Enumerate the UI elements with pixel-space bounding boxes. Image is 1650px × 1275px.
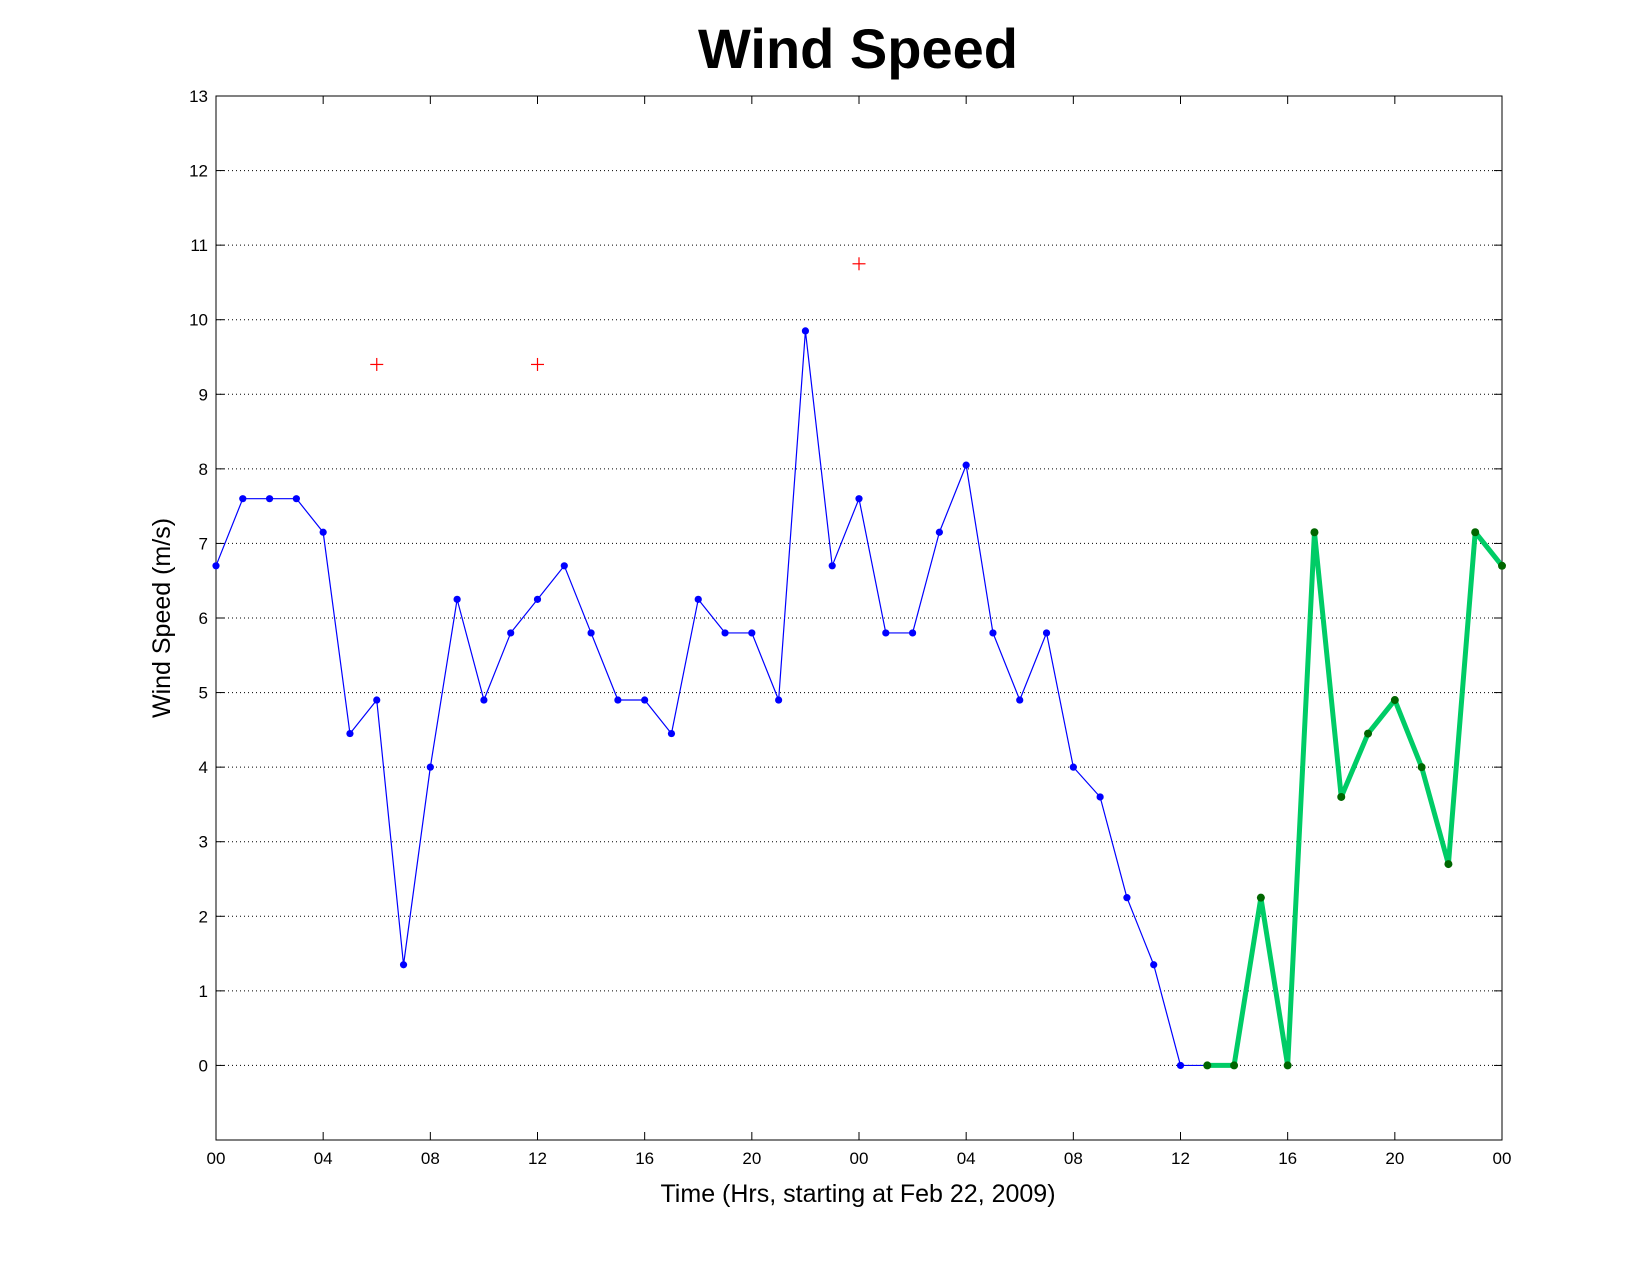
data-point xyxy=(560,562,568,570)
data-point xyxy=(507,629,515,637)
data-point xyxy=(1498,561,1506,570)
data-point xyxy=(694,595,702,603)
x-tick-label: 12 xyxy=(1171,1149,1190,1168)
chart-title: Wind Speed xyxy=(698,17,1018,80)
data-point xyxy=(775,696,783,704)
data-point xyxy=(828,562,836,570)
y-tick-label: 6 xyxy=(199,609,208,628)
data-point xyxy=(908,629,917,637)
y-tick-label: 13 xyxy=(189,87,208,106)
y-tick-label: 5 xyxy=(199,684,208,703)
series-layer xyxy=(212,327,1506,1070)
data-point xyxy=(962,461,970,469)
y-tick-label: 4 xyxy=(199,758,208,777)
x-tick-label: 04 xyxy=(314,1149,333,1168)
data-point xyxy=(989,629,997,637)
y-tick-label: 9 xyxy=(199,385,208,404)
series-observed xyxy=(212,327,1211,1070)
data-point xyxy=(1390,696,1399,705)
data-point xyxy=(1069,763,1077,771)
x-tick-label: 20 xyxy=(1385,1149,1404,1168)
y-tick-label: 10 xyxy=(189,311,208,330)
x-tick-label: 12 xyxy=(528,1149,547,1168)
data-point xyxy=(667,729,676,738)
data-point xyxy=(855,495,863,503)
data-point xyxy=(882,629,890,637)
data-point xyxy=(373,696,381,704)
series-forecast xyxy=(1203,528,1506,1070)
data-point xyxy=(399,961,408,969)
data-point xyxy=(265,495,274,503)
y-tick-label: 3 xyxy=(199,833,208,852)
data-point xyxy=(721,629,729,637)
x-axis: 00 04 08 12 16 20 00 04 08 12 16 20 00 xyxy=(207,96,1512,1168)
series-line xyxy=(1207,529,1504,1068)
data-point xyxy=(1016,696,1024,704)
x-tick-label: 16 xyxy=(1278,1149,1297,1168)
x-tick-label: 04 xyxy=(957,1149,976,1168)
y-axis-label: Wind Speed (m/s) xyxy=(148,518,176,718)
data-point xyxy=(935,528,943,536)
data-point xyxy=(1256,893,1265,902)
data-point xyxy=(292,495,300,503)
plus-marker xyxy=(531,357,544,371)
data-point xyxy=(1203,1061,1212,1070)
x-tick-label: 08 xyxy=(1064,1149,1083,1168)
data-point xyxy=(801,327,810,335)
x-tick-label: 00 xyxy=(1493,1149,1512,1168)
series-line xyxy=(215,330,1208,1067)
x-tick-label: 00 xyxy=(207,1149,226,1168)
data-point xyxy=(1123,894,1131,902)
x-tick-label: 00 xyxy=(850,1149,869,1168)
data-point xyxy=(1230,1061,1239,1070)
data-point xyxy=(614,696,622,704)
data-point xyxy=(1096,793,1104,801)
data-point xyxy=(453,595,461,603)
data-point xyxy=(1444,860,1453,869)
y-tick-label: 7 xyxy=(199,534,208,553)
data-point xyxy=(1176,1061,1185,1070)
x-tick-label: 20 xyxy=(742,1149,761,1168)
data-point xyxy=(1337,792,1346,801)
y-tick-label: 1 xyxy=(199,982,208,1001)
data-point xyxy=(1283,1061,1292,1070)
y-tick-label: 0 xyxy=(199,1056,208,1075)
data-point xyxy=(587,629,595,637)
x-tick-label: 08 xyxy=(421,1149,440,1168)
grid-lines xyxy=(216,95,1502,1066)
data-point xyxy=(1042,629,1051,637)
y-tick-label: 12 xyxy=(189,162,208,181)
data-point xyxy=(346,729,354,738)
data-point xyxy=(1417,763,1426,772)
y-tick-label: 8 xyxy=(199,460,208,479)
data-point xyxy=(212,562,220,570)
y-tick-label: 11 xyxy=(190,236,208,255)
data-point xyxy=(1364,729,1373,738)
data-point xyxy=(1310,528,1319,537)
data-point xyxy=(1471,528,1480,537)
plus-marker xyxy=(852,257,866,271)
data-point xyxy=(641,696,649,704)
data-point xyxy=(1150,961,1158,969)
y-tick-label: 2 xyxy=(199,907,208,926)
outlier-markers xyxy=(370,257,866,371)
data-point xyxy=(239,495,247,503)
data-point xyxy=(533,595,542,603)
x-tick-label: 16 xyxy=(635,1149,654,1168)
data-point xyxy=(748,629,756,637)
x-axis-label: Time (Hrs, starting at Feb 22, 2009) xyxy=(660,1180,1055,1208)
data-point xyxy=(319,528,327,536)
plus-marker xyxy=(370,357,384,371)
data-point xyxy=(426,763,434,771)
data-point xyxy=(480,696,488,704)
